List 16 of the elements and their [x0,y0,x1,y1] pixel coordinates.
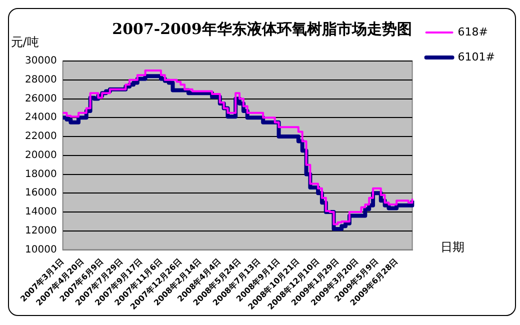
y-tick-label: 22000 [25,131,57,142]
y-tick-label: 24000 [25,112,57,124]
legend-label: 6101# [458,50,496,64]
y-tick-label: 28000 [25,74,57,86]
y-axis-title: 元/吨 [10,35,39,50]
y-tick-label: 10000 [25,244,57,256]
y-tick-label: 14000 [25,206,57,218]
y-tick-label: 18000 [25,168,57,180]
y-tick-label: 30000 [25,56,57,67]
chart-title: 2007-2009年华东液体环氧树脂市场走势图 [112,20,412,38]
x-axis-title: 日期 [440,240,464,254]
y-tick-label: 26000 [25,93,57,104]
y-tick-label: 12000 [25,225,57,236]
y-tick-label: 16000 [25,188,57,199]
y-tick-label: 20000 [25,150,57,161]
legend-label: 618# [458,25,488,38]
